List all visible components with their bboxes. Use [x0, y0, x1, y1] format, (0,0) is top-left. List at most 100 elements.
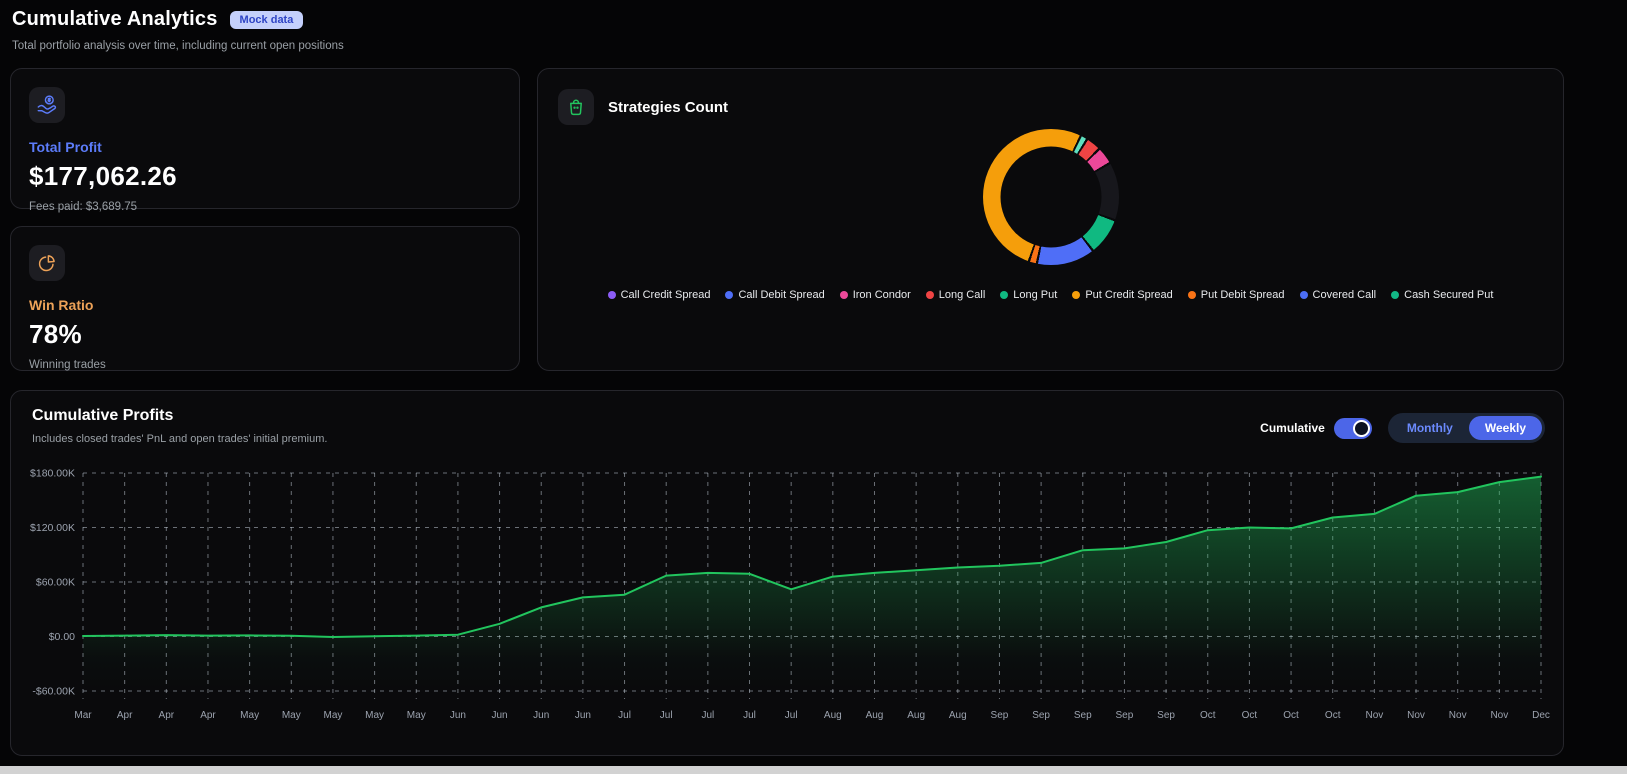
page-title: Cumulative Analytics [12, 8, 218, 30]
svg-text:$0.00: $0.00 [49, 631, 75, 643]
legend-item: Long Call [925, 289, 986, 301]
legend-dot [1391, 291, 1400, 299]
svg-text:Jun: Jun [533, 710, 549, 721]
svg-text:Apr: Apr [117, 710, 133, 721]
page-subtitle: Total portfolio analysis over time, incl… [12, 40, 344, 52]
svg-text:Oct: Oct [1325, 710, 1341, 721]
svg-text:Nov: Nov [1407, 710, 1425, 721]
legend-label: Cash Secured Put [1404, 289, 1494, 301]
win-ratio-value: 78% [29, 319, 82, 349]
legend-item: Covered Call [1299, 289, 1377, 301]
svg-text:Dec: Dec [1532, 710, 1550, 721]
strategies-legend: Call Credit Spread Call Debit Spread Iron … [538, 289, 1563, 301]
svg-text:Oct: Oct [1242, 710, 1258, 721]
window-bottom-bar [0, 766, 1627, 774]
svg-text:$60.00K: $60.00K [36, 577, 75, 589]
total-profit-fees: Fees paid: $3,689.75 [29, 201, 138, 213]
svg-text:$180.00K: $180.00K [30, 468, 75, 480]
legend-dot [1187, 291, 1196, 299]
legend-label: Call Debit Spread [738, 289, 825, 301]
svg-text:Jul: Jul [701, 710, 714, 721]
svg-text:May: May [365, 710, 384, 721]
strategies-count-card: Strategies Count Call Credit Spread Call … [537, 68, 1564, 371]
svg-text:-$60.00K: -$60.00K [32, 686, 75, 698]
legend-dot [839, 291, 848, 299]
svg-text:Sep: Sep [991, 710, 1009, 721]
legend-label: Put Credit Spread [1085, 289, 1173, 301]
svg-text:Sep: Sep [1116, 710, 1134, 721]
svg-text:Jul: Jul [618, 710, 631, 721]
pie-chart-icon [29, 245, 65, 281]
period-segmented-control: Monthly Weekly [1387, 413, 1545, 443]
total-profit-value: $177,062.26 [29, 161, 177, 191]
svg-text:Jun: Jun [492, 710, 508, 721]
mock-data-badge: Mock data [229, 10, 304, 29]
svg-text:Nov: Nov [1365, 710, 1383, 721]
legend-label: Call Credit Spread [620, 289, 711, 301]
svg-text:Aug: Aug [907, 710, 925, 721]
svg-text:Aug: Aug [866, 710, 884, 721]
cumulative-profits-subtitle: Includes closed trades' PnL and open tra… [32, 433, 328, 445]
svg-text:Aug: Aug [949, 710, 967, 721]
cumulative-profits-title: Cumulative Profits [32, 407, 174, 424]
toggle-knob [1352, 419, 1370, 437]
legend-item: Iron Condor [839, 289, 911, 301]
total-profit-label: Total Profit [29, 139, 102, 155]
svg-text:Aug: Aug [824, 710, 842, 721]
monthly-button[interactable]: Monthly [1391, 416, 1469, 440]
cumulative-profits-card: Cumulative Profits Includes closed trade… [10, 390, 1564, 756]
legend-item: Put Credit Spread [1072, 289, 1173, 301]
legend-item: Call Credit Spread [607, 289, 711, 301]
win-ratio-sub: Winning trades [29, 359, 106, 371]
svg-text:May: May [323, 710, 342, 721]
svg-text:Sep: Sep [1157, 710, 1175, 721]
legend-label: Long Call [938, 289, 986, 301]
strategies-donut-chart [982, 129, 1119, 265]
svg-text:Nov: Nov [1449, 710, 1467, 721]
svg-text:May: May [240, 710, 259, 721]
legend-dot [925, 291, 934, 299]
legend-item: Cash Secured Put [1391, 289, 1493, 301]
cumulative-toggle-label: Cumulative [1260, 421, 1325, 435]
svg-text:Jul: Jul [785, 710, 798, 721]
svg-text:Sep: Sep [1074, 710, 1092, 721]
svg-text:Jun: Jun [575, 710, 591, 721]
svg-text:Apr: Apr [159, 710, 175, 721]
legend-dot [1299, 291, 1308, 299]
svg-text:Jul: Jul [743, 710, 756, 721]
svg-text:Jun: Jun [450, 710, 466, 721]
weekly-button[interactable]: Weekly [1468, 416, 1542, 440]
svg-text:Oct: Oct [1283, 710, 1299, 721]
legend-item: Long Put [1000, 289, 1057, 301]
legend-dot [1072, 291, 1081, 299]
svg-text:Nov: Nov [1490, 710, 1508, 721]
legend-item: Put Debit Spread [1187, 289, 1285, 301]
svg-text:May: May [282, 710, 301, 721]
svg-text:$120.00K: $120.00K [30, 522, 75, 534]
cumulative-profits-chart: $180.00K $120.00K $60.00K $0.00 -$60.00K Mar A… [30, 468, 1550, 722]
hand-coin-icon [29, 87, 65, 123]
win-ratio-label: Win Ratio [29, 297, 94, 313]
svg-text:May: May [407, 710, 426, 721]
legend-label: Covered Call [1312, 289, 1377, 301]
svg-text:Apr: Apr [200, 710, 216, 721]
legend-dot [725, 291, 734, 299]
strategies-count-title: Strategies Count [608, 98, 729, 116]
legend-item: Call Debit Spread [725, 289, 825, 301]
legend-dot [1000, 291, 1009, 299]
legend-label: Iron Condor [852, 289, 911, 301]
total-profit-card: Total Profit $177,062.26 Fees paid: $3,6… [10, 68, 520, 213]
page-header: Cumulative Analytics Mock data Total por… [12, 8, 344, 52]
svg-text:Oct: Oct [1200, 710, 1216, 721]
svg-text:Jul: Jul [660, 710, 673, 721]
shopping-bag-icon [558, 89, 594, 125]
legend-dot [607, 291, 616, 299]
legend-label: Long Put [1013, 289, 1058, 301]
cumulative-toggle[interactable] [1333, 417, 1372, 439]
donut-hole [1000, 146, 1101, 248]
legend-label: Put Debit Spread [1200, 289, 1285, 301]
svg-text:Mar: Mar [74, 710, 92, 721]
svg-text:Sep: Sep [1032, 710, 1050, 721]
win-ratio-card: Win Ratio 78% Winning trades [10, 226, 520, 371]
